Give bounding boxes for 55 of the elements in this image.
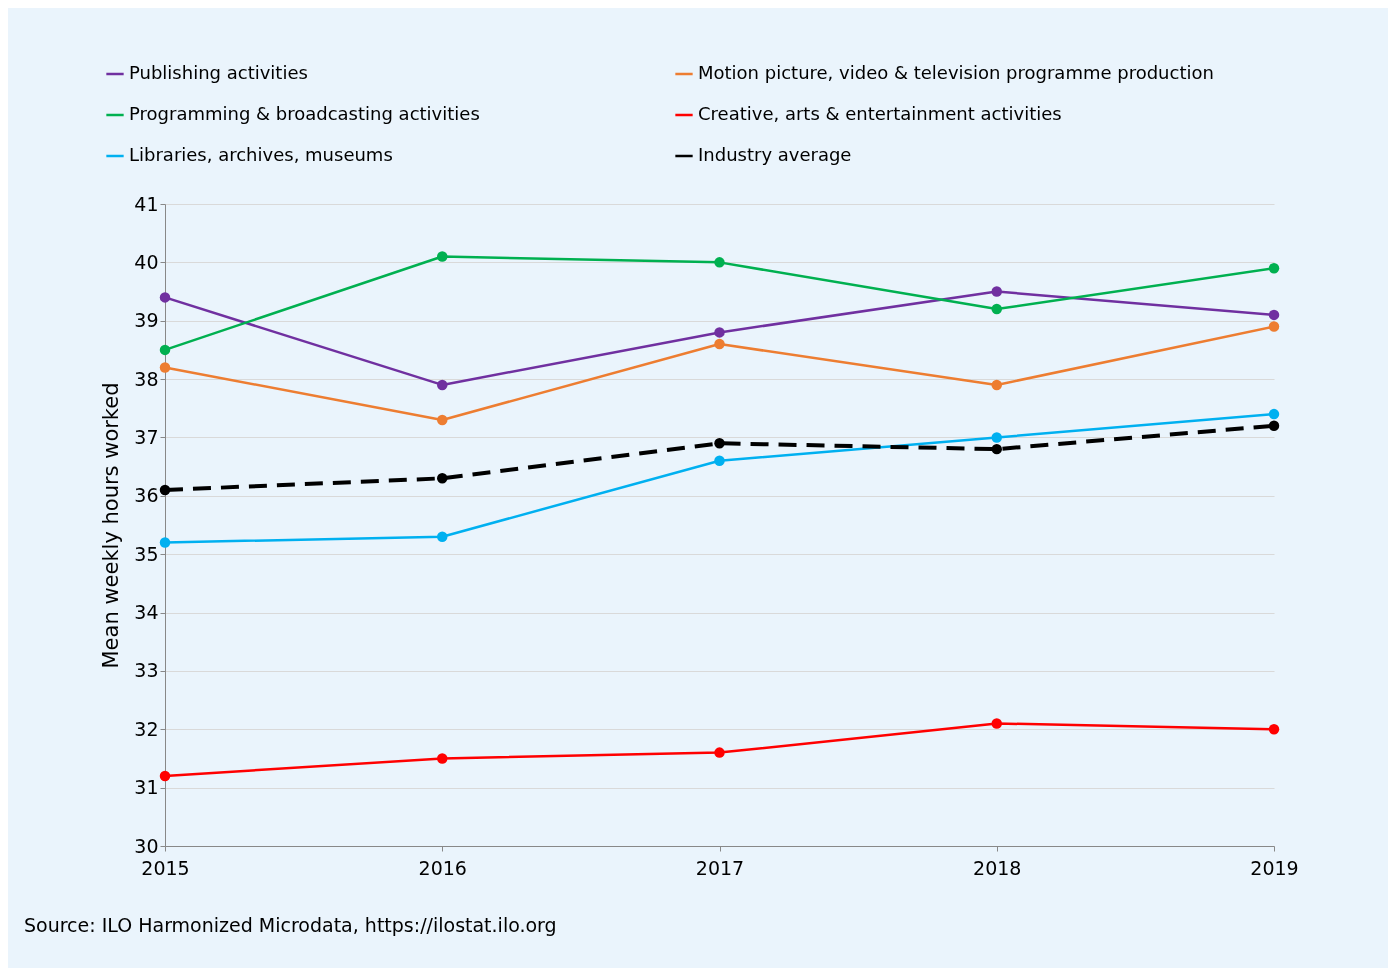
point (437, 473, 448, 484)
point (437, 753, 448, 764)
point (1268, 309, 1280, 321)
point (714, 747, 725, 758)
x-tick-label: 2018 (973, 856, 1022, 879)
point (159, 292, 171, 303)
point (1268, 408, 1280, 420)
y-tick-label: 39 (134, 309, 159, 332)
y-tick-label: 35 (134, 542, 159, 565)
legend-label: Industry average (698, 144, 852, 165)
y-axis-title: Mean weekly hours worked (99, 382, 124, 669)
y-tick-label: 31 (134, 776, 159, 799)
x-tick-label: 2019 (1250, 856, 1299, 879)
y-tick-label: 40 (134, 250, 159, 273)
point (714, 257, 725, 268)
point (1268, 321, 1280, 332)
point (1268, 724, 1280, 735)
legend-label: Publishing activities (129, 62, 308, 83)
point (437, 531, 448, 542)
point (714, 327, 725, 338)
source-note: Source: ILO Harmonized Microdata, https://ilostat.ilo.org (24, 914, 557, 936)
point (437, 379, 448, 391)
y-tick-label: 32 (134, 717, 159, 740)
point (991, 379, 1002, 391)
point (714, 438, 725, 449)
point (991, 443, 1002, 455)
y-tick-label: 36 (134, 484, 159, 507)
y-tick-label: 38 (134, 367, 159, 390)
point (1268, 262, 1280, 274)
point (991, 432, 1002, 443)
legend-label: Motion picture, video & television programme production (698, 62, 1214, 83)
point (437, 414, 448, 426)
legend-label: Creative, arts & entertainment activities (698, 103, 1062, 124)
point (991, 286, 1002, 297)
point (159, 362, 171, 373)
legend-label: Programming & broadcasting activities (129, 103, 480, 124)
point (437, 251, 448, 262)
point (714, 338, 725, 350)
x-tick-label: 2015 (141, 856, 190, 879)
point (159, 344, 171, 356)
x-tick-label: 2017 (695, 856, 745, 879)
point (714, 455, 725, 467)
y-tick-label: 41 (134, 192, 159, 215)
y-tick-label: 37 (134, 425, 159, 448)
point (159, 537, 171, 548)
x-tick-label: 2016 (418, 856, 467, 879)
legend-label: Libraries, archives, museums (129, 144, 393, 165)
point (159, 770, 171, 782)
point (991, 718, 1002, 729)
y-tick-label: 30 (134, 834, 159, 857)
point (1268, 420, 1280, 432)
y-tick-label: 34 (134, 601, 159, 624)
point (991, 303, 1002, 315)
y-tick-label: 33 (134, 659, 159, 682)
point (159, 484, 171, 496)
